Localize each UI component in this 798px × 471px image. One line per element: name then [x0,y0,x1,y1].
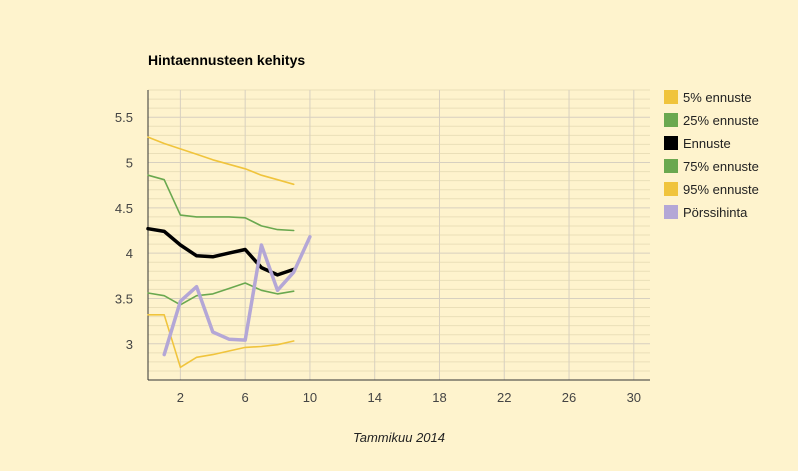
legend-label: 95% ennuste [683,182,759,197]
y-tick-label: 5 [126,156,133,171]
series-line [147,174,295,232]
x-tick-label: 22 [497,390,511,405]
legend-label: 25% ennuste [683,113,759,128]
y-axis-ticks: 3 3.5 4 4.5 5 5.5 [115,110,133,352]
x-axis-label: Tammikuu 2014 [353,430,445,445]
y-tick-label: 3.5 [115,291,133,306]
y-tick-label: 4 [126,246,133,261]
series-line [147,282,295,306]
legend-swatch [664,205,678,219]
x-tick-label: 10 [303,390,317,405]
y-tick-label: 4.5 [115,201,133,216]
chart-axes [147,90,650,381]
legend-swatch [664,159,678,173]
x-tick-label: 26 [562,390,576,405]
legend-label: Ennuste [683,136,731,151]
series-line [147,313,295,369]
series-line [147,136,295,186]
chart-title: Hintaennusteen kehitys [148,52,305,68]
x-tick-label: 2 [177,390,184,405]
legend-swatch [664,90,678,104]
chart-grid [148,89,650,381]
x-tick-label: 18 [432,390,446,405]
series-line [146,226,296,277]
x-axis-ticks: 2 6 10 14 18 22 26 30 [177,390,641,405]
legend-swatch [664,136,678,150]
chart-series [146,136,312,369]
legend-swatch [664,182,678,196]
x-tick-label: 6 [242,390,249,405]
legend-label: 75% ennuste [683,159,759,174]
legend-label: Pörssihinta [683,205,748,220]
y-tick-label: 3 [126,337,133,352]
legend: 5% ennuste 25% ennuste Ennuste 75% ennuste 9… [664,90,759,220]
x-tick-label: 14 [367,390,381,405]
legend-swatch [664,113,678,127]
series-line [162,235,312,357]
x-tick-label: 30 [627,390,641,405]
y-tick-label: 5.5 [115,110,133,125]
legend-label: 5% ennuste [683,90,752,105]
